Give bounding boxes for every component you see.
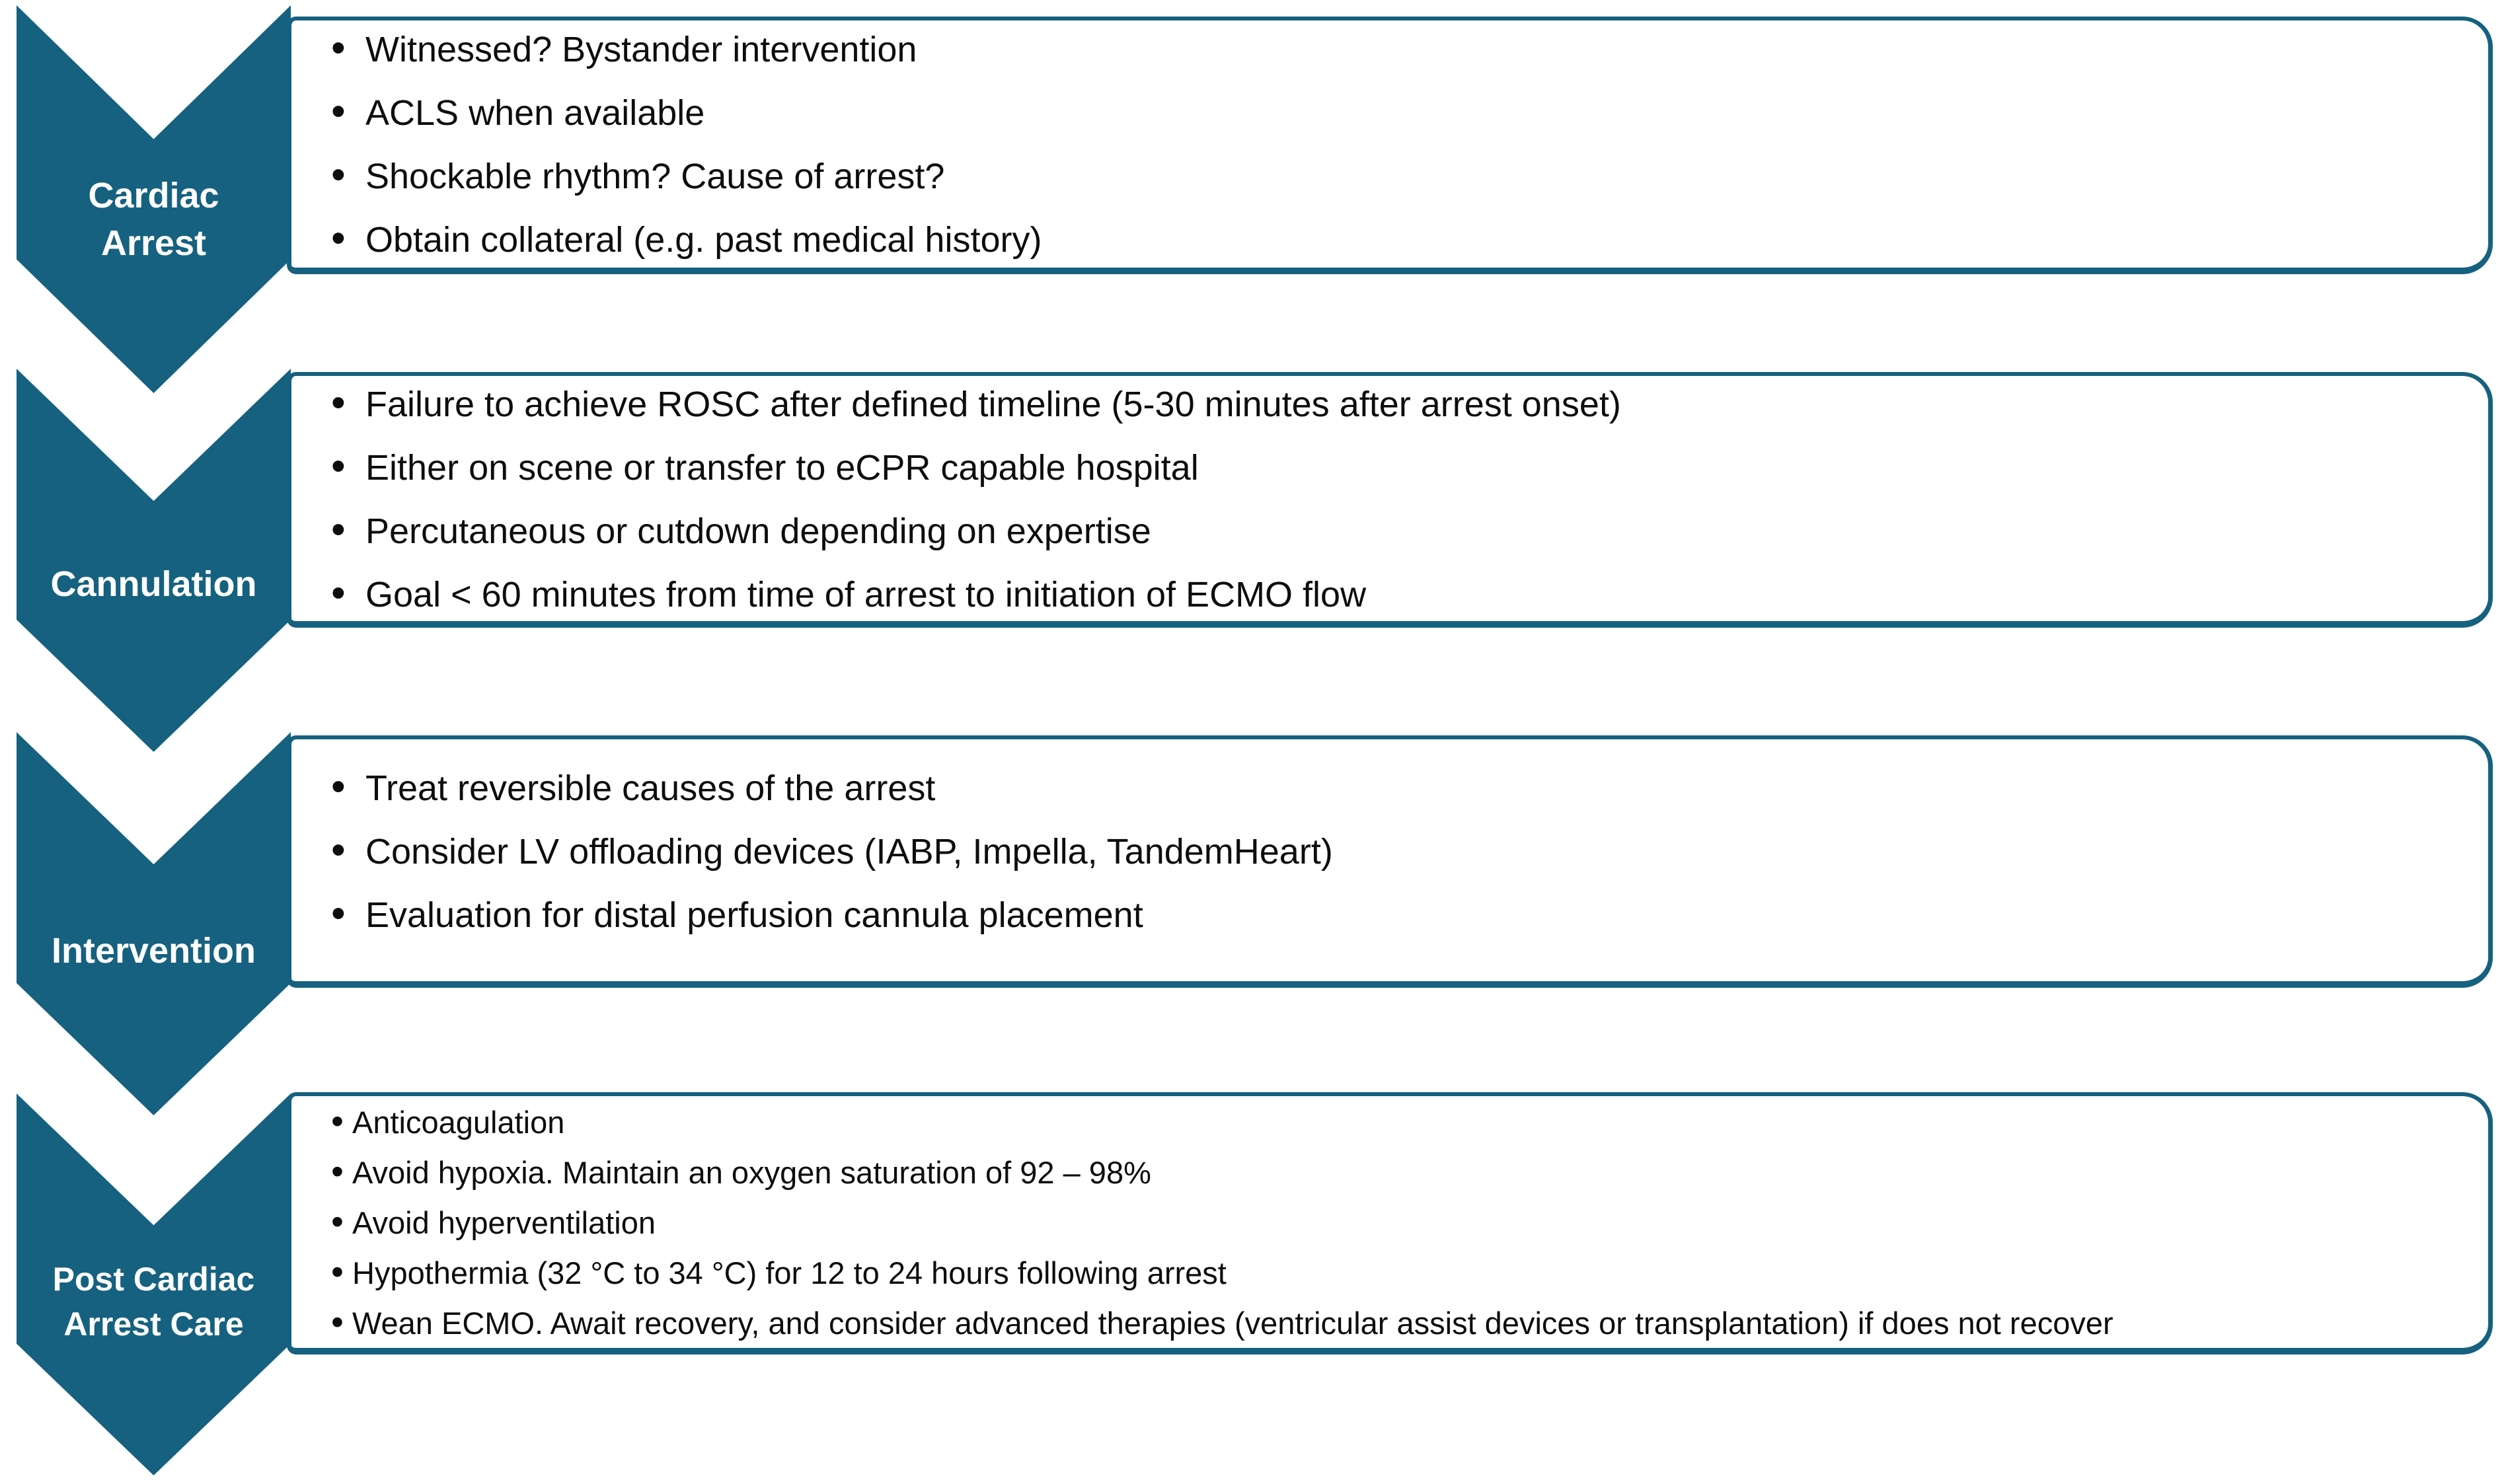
info-box-cannulation: Failure to achieve ROSC after defined ti… — [287, 372, 2493, 628]
bullet-text: Obtain collateral (e.g. past medical his… — [365, 220, 1042, 260]
chevron-cardiac-arrest: Cardiac Arrest — [17, 5, 291, 393]
bullet-text: ACLS when available — [365, 93, 705, 133]
cardiac-arrest-bullet-list: Witnessed? Bystander intervention ACLS w… — [291, 17, 2488, 271]
bullet-item: Avoid hyperventilation — [331, 1197, 2468, 1247]
bullet-icon — [331, 1147, 352, 1197]
bullet-icon — [331, 562, 365, 626]
stage-label-post-cardiac-arrest-care: Post Cardiac Arrest Care — [17, 1257, 291, 1347]
bullet-text: Hypothermia (32 °C to 34 °C) for 12 to 2… — [352, 1255, 1227, 1290]
bullet-item: Wean ECMO. Await recovery, and consider … — [331, 1298, 2468, 1348]
bullet-icon — [331, 883, 365, 946]
bullet-text: Shockable rhythm? Cause of arrest? — [365, 157, 945, 196]
bullet-item: Failure to achieve ROSC after defined ti… — [331, 372, 2468, 435]
bullet-item: ACLS when available — [331, 81, 2468, 144]
chevron-cannulation: Cannulation — [17, 369, 291, 752]
bullet-icon — [331, 17, 365, 81]
bullet-icon — [331, 435, 365, 499]
bullet-item: Obtain collateral (e.g. past medical his… — [331, 207, 2468, 271]
bullet-icon — [331, 819, 365, 883]
bullet-icon — [331, 1247, 352, 1298]
post-cardiac-arrest-care-bullet-list: Anticoagulation Avoid hypoxia. Maintain … — [291, 1097, 2488, 1348]
bullet-text: Avoid hypoxia. Maintain an oxygen satura… — [352, 1154, 1151, 1190]
bullet-item: Percutaneous or cutdown depending on exp… — [331, 499, 2468, 562]
chevron-post-cardiac-arrest-care: Post Cardiac Arrest Care — [17, 1094, 291, 1475]
bullet-item: Evaluation for distal perfusion cannula … — [331, 883, 2468, 946]
bullet-icon — [331, 1197, 352, 1247]
intervention-bullet-list: Treat reversible causes of the arrest Co… — [291, 756, 2488, 946]
bullet-text: Anticoagulation — [352, 1104, 565, 1140]
bullet-text: Wean ECMO. Await recovery, and consider … — [352, 1305, 2113, 1341]
stage-label-line: Cardiac — [88, 176, 219, 215]
stage-label-line: Cannulation — [50, 564, 257, 604]
bullet-icon — [331, 499, 365, 562]
bullet-item: Consider LV offloading devices (IABP, Im… — [331, 819, 2468, 883]
bullet-item: Shockable rhythm? Cause of arrest? — [331, 144, 2468, 207]
bullet-icon — [331, 756, 365, 819]
info-box-cardiac-arrest: Witnessed? Bystander intervention ACLS w… — [287, 17, 2493, 274]
bullet-item: Hypothermia (32 °C to 34 °C) for 12 to 2… — [331, 1247, 2468, 1298]
bullet-icon — [331, 1298, 352, 1348]
chevron-intervention: Intervention — [17, 732, 291, 1115]
bullet-icon — [331, 1097, 352, 1147]
bullet-icon — [331, 144, 365, 207]
stage-label-intervention: Intervention — [17, 927, 291, 975]
bullet-item: Either on scene or transfer to eCPR capa… — [331, 435, 2468, 499]
bullet-icon — [331, 81, 365, 144]
stage-label-line: Arrest Care — [63, 1306, 244, 1343]
bullet-text: Treat reversible causes of the arrest — [365, 768, 936, 808]
bullet-icon — [331, 207, 365, 271]
bullet-text: Failure to achieve ROSC after defined ti… — [365, 384, 1621, 424]
stage-label-line: Post Cardiac — [52, 1261, 255, 1298]
stage-label-cannulation: Cannulation — [17, 560, 291, 608]
info-box-intervention: Treat reversible causes of the arrest Co… — [287, 735, 2493, 988]
bullet-item: Goal < 60 minutes from time of arrest to… — [331, 562, 2468, 626]
bullet-text: Avoid hyperventilation — [352, 1205, 656, 1240]
bullet-text: Witnessed? Bystander intervention — [365, 30, 917, 69]
bullet-text: Either on scene or transfer to eCPR capa… — [365, 447, 1199, 488]
bullet-item: Witnessed? Bystander intervention — [331, 17, 2468, 81]
bullet-icon — [331, 372, 365, 435]
stage-label-cardiac-arrest: Cardiac Arrest — [17, 172, 291, 267]
bullet-text: Evaluation for distal perfusion cannula … — [365, 895, 1143, 935]
bullet-text: Percutaneous or cutdown depending on exp… — [365, 511, 1151, 551]
bullet-item: Anticoagulation — [331, 1097, 2468, 1147]
info-box-post-cardiac-arrest-care: Anticoagulation Avoid hypoxia. Maintain … — [287, 1092, 2493, 1354]
cannulation-bullet-list: Failure to achieve ROSC after defined ti… — [291, 372, 2488, 626]
bullet-item: Avoid hypoxia. Maintain an oxygen satura… — [331, 1147, 2468, 1197]
bullet-item: Treat reversible causes of the arrest — [331, 756, 2468, 819]
stage-label-line: Intervention — [51, 931, 256, 971]
bullet-text: Goal < 60 minutes from time of arrest to… — [365, 574, 1367, 614]
stage-label-line: Arrest — [100, 223, 207, 263]
bullet-text: Consider LV offloading devices (IABP, Im… — [365, 832, 1333, 872]
